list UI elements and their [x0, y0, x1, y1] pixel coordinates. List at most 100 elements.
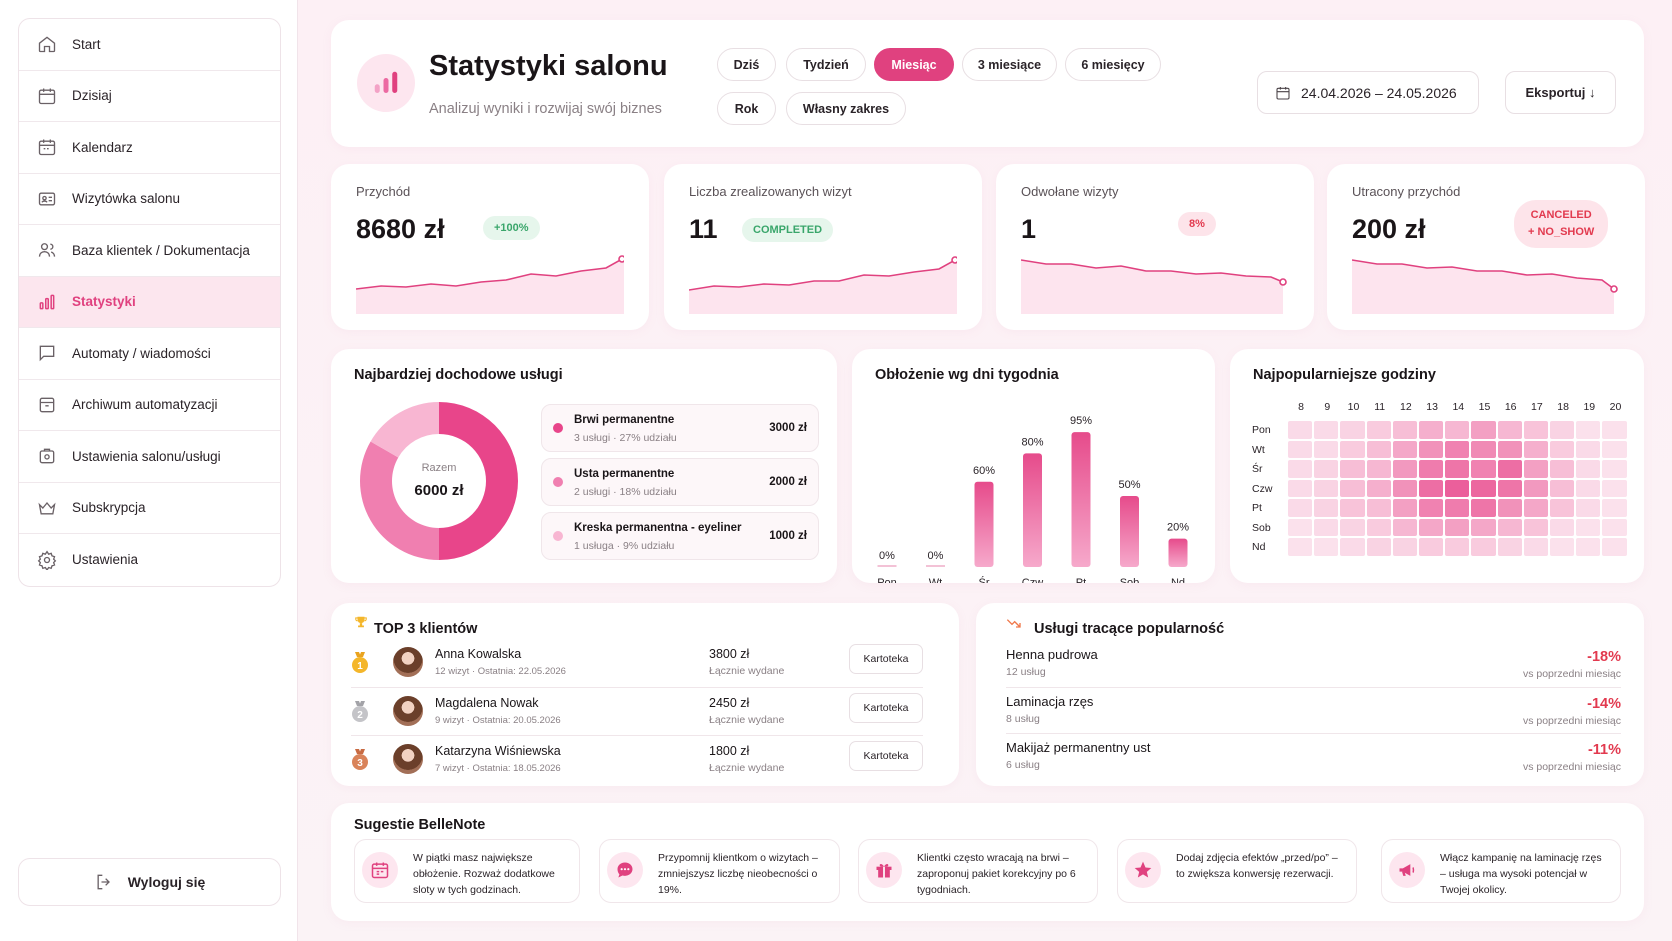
- heatmap-hour-label: 19: [1583, 401, 1596, 413]
- section-title: Sugestie BelleNote: [354, 817, 486, 833]
- sidebar-item-kalendarz[interactable]: Kalendarz: [19, 122, 280, 174]
- comparison-label: vs poprzedni miesiąc: [1522, 761, 1621, 773]
- popular-hours-card: Najpopularniejsze godziny 8 9 10 11 12 13 14 15…: [1230, 349, 1644, 583]
- badge-line: + NO_SHOW: [1528, 226, 1595, 238]
- bar: [1168, 538, 1188, 567]
- client-amount: 1800 zł: [709, 744, 750, 758]
- trophy-icon: [354, 615, 368, 632]
- legend-dot: [553, 423, 563, 433]
- suggestion-item[interactable]: Przypomnij klientkom o wizytach – zmniej…: [599, 839, 840, 903]
- heatmap-cell: [1602, 518, 1627, 536]
- sidebar-item-baza-klientek[interactable]: Baza klientek / Dokumentacja: [19, 225, 280, 277]
- sidebar-item-automaty[interactable]: Automaty / wiadomości: [19, 328, 280, 380]
- heatmap-cell: [1288, 518, 1313, 536]
- sidebar-item-label: Kalendarz: [72, 139, 133, 155]
- x-tick-label: Pt: [1076, 577, 1086, 583]
- logout-button[interactable]: Wyloguj się: [18, 858, 281, 906]
- period-pill-miesiac[interactable]: Miesiąc: [874, 48, 954, 81]
- star-icon: [1125, 852, 1161, 888]
- heatmap-cell: [1288, 499, 1313, 517]
- bar-value-label: 80%: [1021, 436, 1043, 448]
- sidebar-item-ustawienia[interactable]: Ustawienia: [19, 534, 280, 586]
- settings-box-icon: [37, 446, 57, 466]
- bar-value-label: 95%: [1070, 415, 1092, 427]
- heatmap-cell: [1392, 479, 1417, 497]
- x-tick-label: Czw: [1022, 577, 1043, 583]
- sidebar-item-archiwum[interactable]: Archiwum automatyzacji: [19, 380, 280, 431]
- client-record-button[interactable]: Kartoteka: [849, 644, 923, 674]
- sidebar-item-ustawienia-salonu[interactable]: Ustawienia salonu/usługi: [19, 431, 280, 483]
- donut-slice: [439, 402, 518, 560]
- badge-line: CANCELED: [1530, 209, 1592, 221]
- date-range-value: 24.04.2026 – 24.05.2026: [1301, 84, 1457, 101]
- period-pill-rok[interactable]: Rok: [717, 92, 776, 125]
- sidebar-item-statystyki[interactable]: Statystyki: [19, 276, 280, 328]
- period-pill-tydzien[interactable]: Tydzień: [786, 48, 866, 81]
- client-amount: 3800 zł: [709, 647, 750, 661]
- client-record-button[interactable]: Kartoteka: [849, 741, 923, 771]
- suggestion-text: W piątki masz największe obłożenie. Rozw…: [413, 852, 555, 896]
- heatmap-cell: [1497, 460, 1522, 478]
- bar: [974, 481, 994, 567]
- bar-value-label: 50%: [1118, 479, 1140, 491]
- home-icon: [37, 34, 57, 54]
- heatmap-cell: [1340, 460, 1365, 478]
- revenue-sparkline: [356, 255, 624, 314]
- client-amount-label: Łącznie wydane: [709, 665, 785, 677]
- svg-text:1: 1: [357, 661, 363, 672]
- header-card: Statystyki salonu Analizuj wyniki i rozw…: [331, 20, 1644, 147]
- suggestion-item[interactable]: Włącz kampanię na laminację rzęs – usług…: [1381, 839, 1621, 903]
- bronze-medal-icon: 3: [352, 749, 368, 770]
- users-icon: [37, 240, 57, 260]
- heatmap-cell: [1314, 518, 1339, 536]
- heatmap-cell: [1445, 460, 1470, 478]
- section-title: Najpopularniejsze godziny: [1253, 367, 1436, 383]
- suggestion-item[interactable]: Klientki często wracają na brwi – zaprop…: [858, 839, 1098, 903]
- page-title: Statystyki salonu: [429, 50, 668, 82]
- period-pill-6-miesiecy[interactable]: 6 miesięcy: [1065, 48, 1161, 81]
- heatmap-cell: [1576, 499, 1601, 517]
- suggestion-item[interactable]: Dodaj zdjęcia efektów „przed/po” – to zw…: [1117, 839, 1357, 903]
- heatmap-cell: [1576, 440, 1601, 458]
- service-row: Kreska permanentna - eyeliner 1 usługa ·…: [541, 512, 819, 560]
- period-pill-wlasny-zakres[interactable]: Własny zakres: [786, 92, 906, 125]
- occupancy-card: Obłożenie wg dni tygodnia 0% Pon 0% Wt 60% Śr…: [852, 349, 1215, 583]
- service-name: Usta permanentne: [574, 468, 675, 480]
- period-pill-dzis[interactable]: Dziś: [717, 48, 776, 81]
- heatmap-hour-label: 20: [1609, 401, 1622, 413]
- date-range-picker[interactable]: 24.04.2026 – 24.05.2026: [1257, 71, 1479, 114]
- service-name: Kreska permanentna - eyeliner: [574, 522, 742, 534]
- heatmap-cell: [1288, 538, 1313, 556]
- client-record-button[interactable]: Kartoteka: [849, 693, 923, 723]
- sidebar-item-subskrypcja[interactable]: Subskrypcja: [19, 483, 280, 534]
- heatmap-cell: [1576, 421, 1601, 439]
- declining-row: Laminacja rzęs 8 usług -14% vs poprzedni…: [1006, 687, 1621, 733]
- heatmap-cell: [1314, 499, 1339, 517]
- heatmap-cell: [1523, 479, 1548, 497]
- sidebar-item-dzisiaj[interactable]: Dzisiaj: [19, 71, 280, 122]
- suggestion-item[interactable]: W piątki masz największe obłożenie. Rozw…: [354, 839, 580, 903]
- period-pill-3-miesiace[interactable]: 3 miesiące: [962, 48, 1057, 81]
- heatmap-hour-label: 8: [1298, 401, 1305, 413]
- heatmap-cell: [1314, 538, 1339, 556]
- heatmap-cell: [1340, 440, 1365, 458]
- logout-icon: [97, 874, 110, 890]
- heatmap-hour-label: 12: [1400, 401, 1412, 413]
- megaphone-icon: [1389, 852, 1425, 888]
- service-name: Makijaż permanentny ust: [1006, 740, 1151, 755]
- legend-dot: [553, 531, 563, 541]
- sidebar-item-wizytowka[interactable]: Wizytówka salonu: [19, 174, 280, 225]
- bar-value-label: 0%: [928, 550, 944, 562]
- section-title: TOP 3 klientów: [374, 621, 478, 637]
- heatmap-cell: [1392, 460, 1417, 478]
- decline-percent: -18%: [1587, 649, 1621, 665]
- heatmap-cell: [1288, 460, 1313, 478]
- heatmap-cell: [1550, 440, 1575, 458]
- heatmap-cell: [1392, 421, 1417, 439]
- sidebar-item-start[interactable]: Start: [19, 19, 280, 71]
- export-button[interactable]: Eksportuj ↓: [1505, 71, 1616, 114]
- kpi-card-cancelled: Odwołane wizyty 1 8%: [996, 164, 1314, 330]
- heatmap-hour-label: 11: [1374, 401, 1386, 413]
- heatmap-cell: [1471, 479, 1496, 497]
- bar: [1120, 496, 1139, 567]
